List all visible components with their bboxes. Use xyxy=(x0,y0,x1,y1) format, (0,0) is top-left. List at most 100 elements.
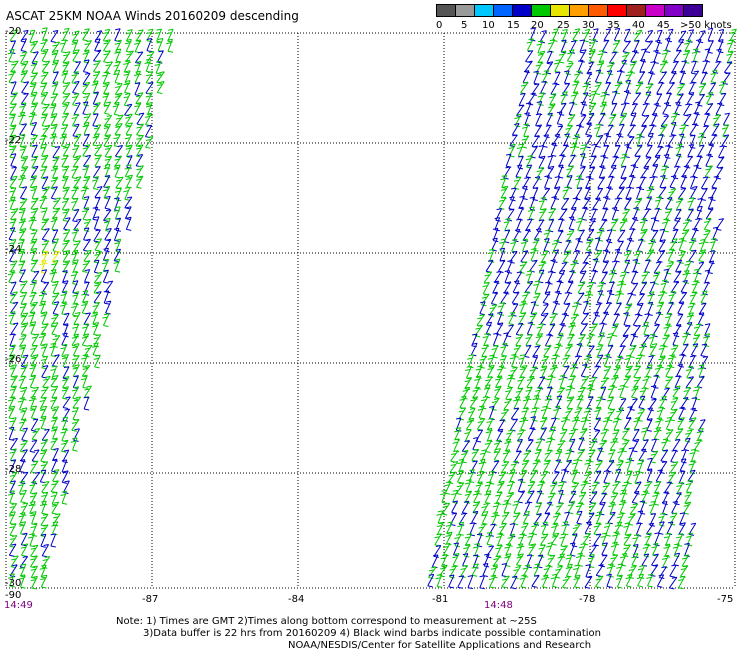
wind-barb xyxy=(520,81,529,95)
wind-barb xyxy=(93,354,101,369)
wind-barb xyxy=(624,303,633,317)
wind-barb xyxy=(549,93,557,107)
wind-barb xyxy=(679,458,687,472)
wind-barb xyxy=(495,544,503,558)
wind-barb xyxy=(661,554,670,569)
wind-barb xyxy=(59,133,67,148)
wind-barb xyxy=(589,38,597,53)
wind-barb xyxy=(693,439,702,452)
wind-barb xyxy=(519,261,528,274)
wind-barb xyxy=(584,575,593,589)
wind-barb xyxy=(621,439,630,453)
wind-barb xyxy=(517,376,525,390)
wind-barb xyxy=(616,240,624,254)
wind-barb xyxy=(30,575,38,590)
wind-barb xyxy=(580,153,586,168)
wind-barb xyxy=(465,365,473,380)
wind-barb xyxy=(558,489,564,505)
wind-barb xyxy=(586,396,594,410)
wind-barb xyxy=(40,71,49,85)
wind-barb xyxy=(93,49,102,63)
legend-label: 15 xyxy=(507,20,520,31)
wind-barb xyxy=(440,489,448,504)
wind-barb xyxy=(677,417,685,431)
wind-barb xyxy=(488,523,496,537)
wind-barb xyxy=(93,271,103,285)
wind-barb xyxy=(445,531,453,546)
wind-barb xyxy=(8,344,16,359)
wind-barb xyxy=(579,543,587,557)
wind-barb xyxy=(51,426,58,441)
wind-barb xyxy=(144,58,152,73)
wind-barb xyxy=(19,123,28,137)
wind-barb xyxy=(51,501,60,515)
wind-barb xyxy=(8,354,16,368)
wind-barb xyxy=(567,114,576,127)
wind-barb xyxy=(603,28,612,42)
wind-barb xyxy=(102,71,110,86)
wind-barb xyxy=(506,259,513,274)
wind-barb xyxy=(698,82,707,96)
lat-label: -24 xyxy=(5,244,22,255)
wind-barb xyxy=(144,124,153,139)
wind-barb xyxy=(650,385,657,400)
wind-barb xyxy=(612,480,620,494)
wind-barb xyxy=(485,545,495,559)
wind-barb xyxy=(124,196,133,210)
wind-barb xyxy=(81,290,89,304)
wind-barb xyxy=(595,564,604,577)
wind-barb xyxy=(591,481,599,495)
wind-barb xyxy=(72,291,80,306)
wind-barb xyxy=(680,565,689,578)
wind-barb xyxy=(71,249,79,264)
wind-barb xyxy=(51,280,59,295)
wind-barb xyxy=(29,363,37,378)
wind-barb xyxy=(650,564,659,577)
wind-barb xyxy=(719,80,727,95)
wind-barb xyxy=(600,91,608,106)
wind-barb xyxy=(73,133,82,147)
wind-barb xyxy=(467,575,474,590)
wind-barb xyxy=(697,132,705,147)
wind-barb xyxy=(637,408,646,422)
wind-barb xyxy=(82,207,90,221)
wind-barb xyxy=(29,291,37,306)
wind-barb xyxy=(603,353,611,368)
wind-barb xyxy=(658,134,664,148)
lat-label: -30 xyxy=(5,578,22,589)
legend-label: 5 xyxy=(461,20,468,31)
wind-barb xyxy=(452,438,460,453)
wind-barb xyxy=(428,566,437,579)
wind-barb xyxy=(19,302,27,317)
wind-barb xyxy=(8,227,16,241)
wind-barb xyxy=(683,49,691,64)
wind-barb xyxy=(522,228,531,242)
wind-barb xyxy=(676,481,684,496)
wind-barb xyxy=(638,176,646,191)
wind-barb xyxy=(40,574,48,589)
wind-barb xyxy=(20,70,29,84)
wind-barb xyxy=(60,301,67,316)
wind-barb xyxy=(9,239,17,253)
wind-barb xyxy=(655,469,664,483)
wind-barb xyxy=(578,114,587,128)
wind-barb xyxy=(536,40,544,55)
wind-barb xyxy=(103,217,111,232)
wind-barb xyxy=(655,196,662,211)
wind-barb xyxy=(518,533,525,548)
wind-barb xyxy=(62,165,70,180)
lon-label: -78 xyxy=(579,594,596,605)
wind-barb xyxy=(134,39,142,54)
wind-barb xyxy=(682,218,691,232)
wind-barb xyxy=(41,124,51,138)
wind-barb xyxy=(94,30,103,44)
wind-barb xyxy=(41,186,50,200)
wind-barb xyxy=(40,323,49,336)
wind-barb xyxy=(528,543,537,557)
wind-barb xyxy=(709,237,717,252)
wind-barb xyxy=(632,155,641,169)
wind-barb xyxy=(509,523,516,538)
wind-barb xyxy=(42,375,51,389)
wind-barb xyxy=(538,196,546,211)
wind-barb xyxy=(532,459,541,473)
